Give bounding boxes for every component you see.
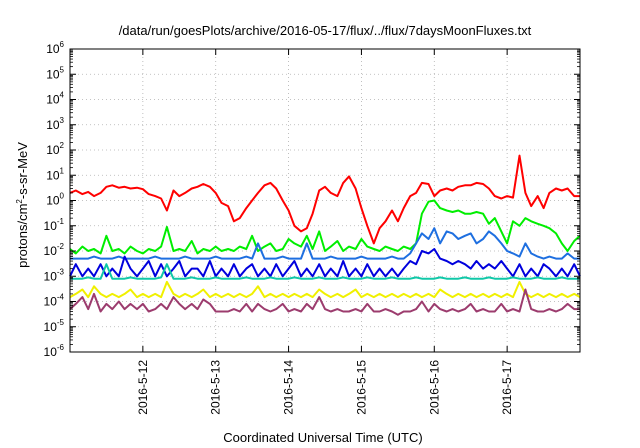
y-tick-base: 10 [44, 244, 58, 258]
series-line-2 [69, 199, 581, 255]
series-line-1 [69, 154, 580, 245]
y-tick-label: 10-6 [44, 343, 65, 359]
y-axis: 10-610-510-410-310-210-11001011021031041… [44, 40, 580, 359]
y-tick-base: 10 [46, 168, 60, 182]
y-tick-exponent: 3 [60, 116, 65, 125]
y-tick-exponent: 2 [60, 141, 65, 150]
y-tick-exponent: 5 [60, 65, 65, 74]
y-axis-label-prefix: protons/cm [15, 204, 30, 268]
y-tick-label: 101 [46, 166, 64, 182]
series-line-3 [70, 227, 580, 260]
y-tick-label: 10-1 [44, 217, 65, 233]
y-axis-label-sup: 2 [15, 199, 24, 204]
y-tick-exponent: -2 [57, 242, 65, 251]
y-axis-label-suffix: -s-sr-MeV [15, 142, 30, 199]
y-tick-base: 10 [44, 269, 58, 283]
series-line-4 [69, 248, 581, 278]
x-axis-label: Coordinated Universal Time (UTC) [223, 430, 422, 445]
y-tick-label: 10-5 [44, 318, 65, 334]
y-tick-exponent: -1 [57, 217, 65, 226]
x-tick-label: 2016-5-17 [500, 360, 514, 415]
y-tick-label: 10-3 [44, 267, 65, 283]
y-tick-base: 10 [46, 194, 60, 208]
y-tick-exponent: -5 [57, 318, 65, 327]
y-tick-exponent: 6 [60, 40, 65, 49]
y-tick-exponent: -3 [57, 267, 65, 276]
chart-title: /data/run/goesPlots/archive/2016-05-17/f… [119, 23, 532, 38]
x-tick-label: 2016-5-13 [209, 360, 223, 415]
y-tick-label: 103 [46, 116, 64, 132]
x-tick-label: 2016-5-15 [354, 360, 368, 415]
y-tick-exponent: -6 [57, 343, 65, 352]
y-tick-exponent: -4 [57, 293, 65, 302]
series-layer [69, 154, 581, 316]
x-tick-label: 2016-5-16 [427, 360, 441, 415]
y-tick-label: 10-4 [44, 293, 65, 309]
y-tick-base: 10 [46, 93, 60, 107]
y-tick-exponent: 1 [60, 166, 65, 175]
y-tick-exponent: 4 [60, 91, 65, 100]
y-tick-base: 10 [44, 295, 58, 309]
y-tick-exponent: 0 [60, 192, 65, 201]
series-line-6 [69, 280, 581, 299]
y-tick-base: 10 [46, 42, 60, 56]
y-tick-base: 10 [44, 345, 58, 359]
x-axis: 2016-5-12 2016-5-13 2016-5-14 2016-5-15 2016… [136, 49, 514, 415]
y-tick-label: 102 [46, 141, 64, 157]
y-tick-base: 10 [46, 118, 60, 132]
y-tick-label: 106 [46, 40, 64, 56]
series-line-7 [69, 288, 580, 316]
y-tick-base: 10 [46, 143, 60, 157]
y-tick-label: 100 [46, 192, 64, 208]
y-tick-base: 10 [44, 320, 58, 334]
x-tick-label: 2016-5-14 [282, 360, 296, 415]
y-tick-base: 10 [46, 67, 60, 81]
y-axis-label: protons/cm2-s-sr-MeV [15, 142, 30, 268]
y-tick-label: 105 [46, 65, 64, 81]
x-tick-label: 2016-5-12 [136, 360, 150, 415]
series-line-5 [70, 263, 580, 280]
y-tick-label: 10-2 [44, 242, 65, 258]
y-tick-label: 104 [46, 91, 64, 107]
y-tick-base: 10 [44, 219, 58, 233]
